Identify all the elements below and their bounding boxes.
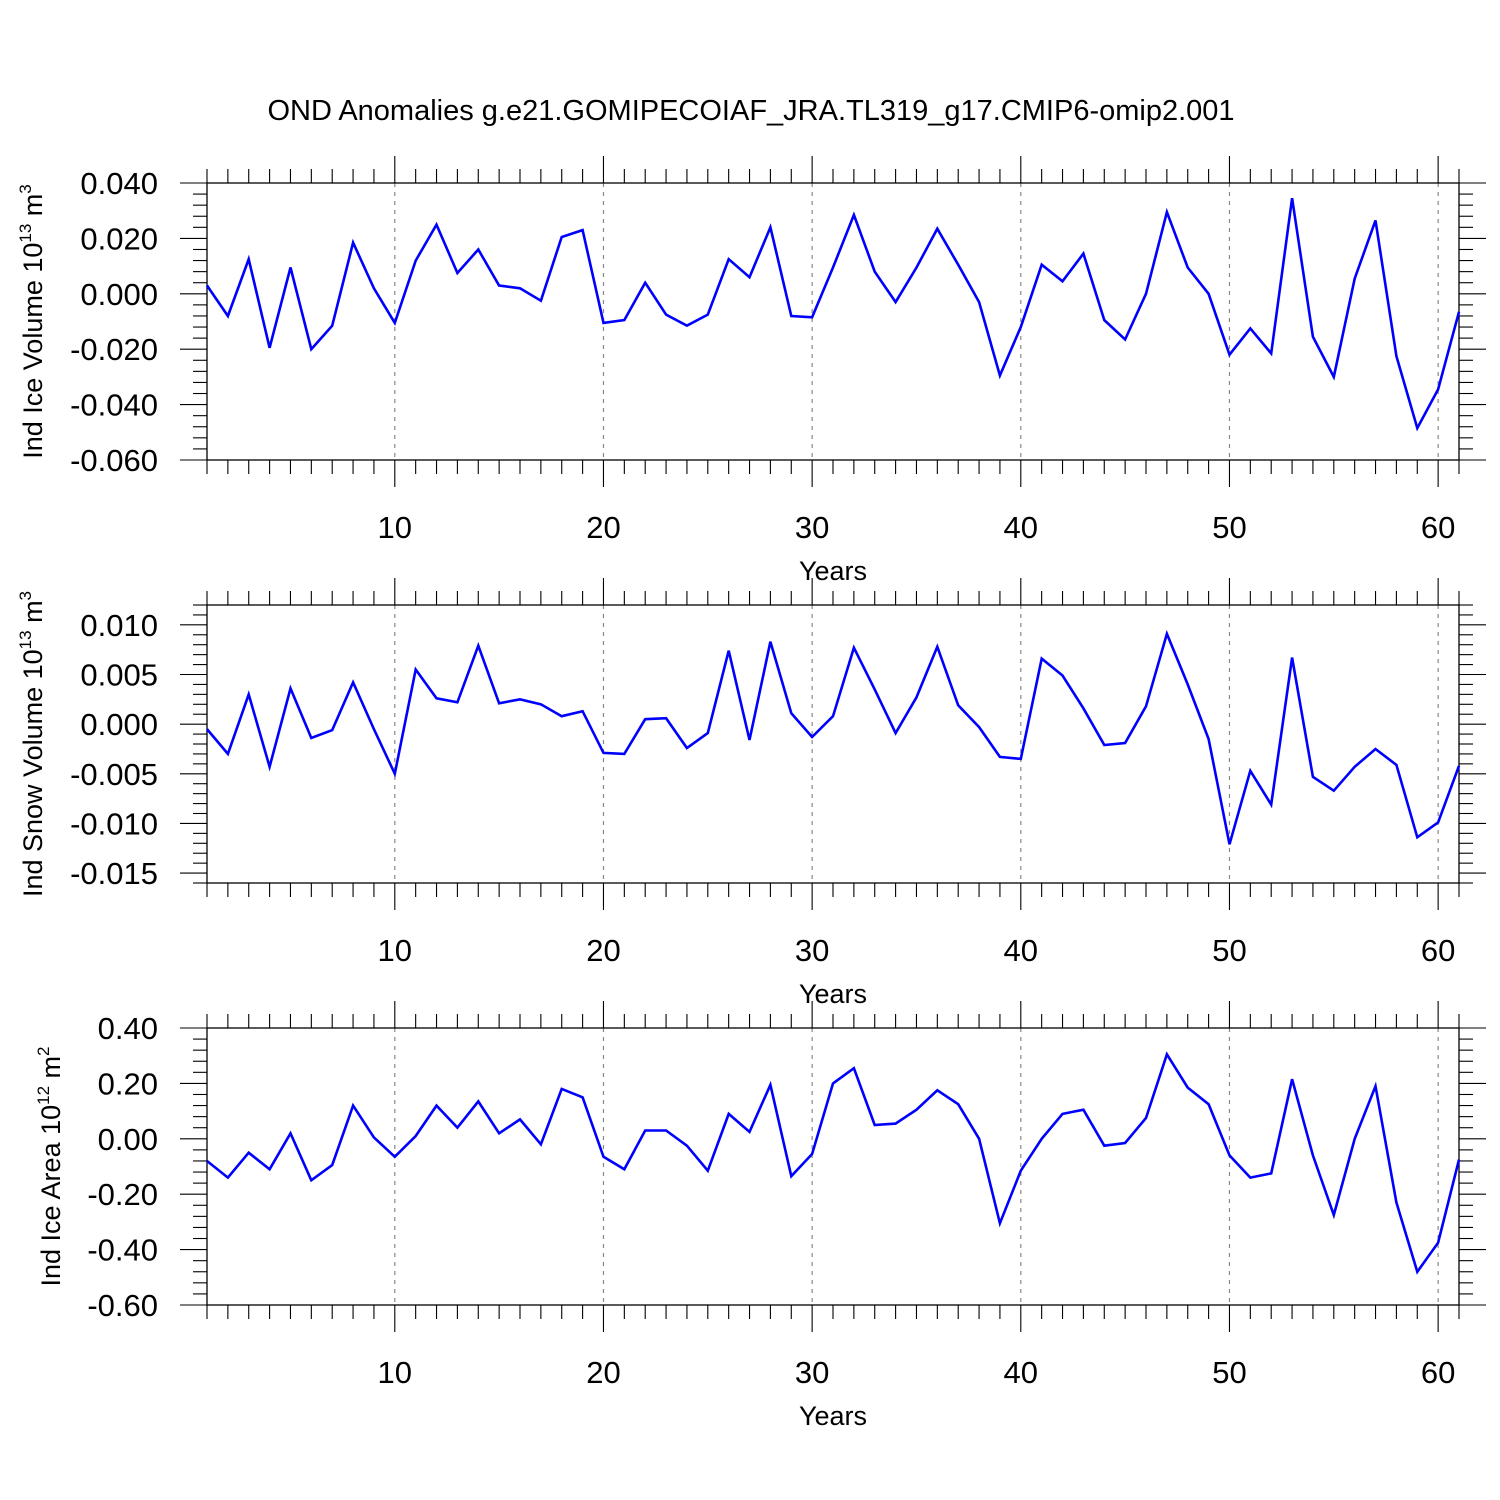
y-tick-label: 0.020	[80, 221, 158, 256]
x-tick-label: 30	[795, 933, 829, 968]
y-tick-label: -0.60	[87, 1288, 158, 1323]
x-tick-label: 20	[586, 933, 620, 968]
y-tick-label: -0.40	[87, 1233, 158, 1268]
x-tick-label: 50	[1212, 1355, 1246, 1390]
x-tick-label: 30	[795, 510, 829, 545]
x-tick-label: 40	[1004, 1355, 1038, 1390]
x-axis-label: Years	[799, 556, 867, 586]
x-tick-label: 10	[378, 933, 412, 968]
series-line	[206, 1051, 1461, 1275]
chart-title: OND Anomalies g.e21.GOMIPECOIAF_JRA.TL31…	[267, 95, 1234, 127]
x-tick-label: 50	[1212, 510, 1246, 545]
y-tick-label: -0.20	[87, 1177, 158, 1212]
y-tick-label: 0.005	[80, 658, 158, 693]
x-tick-label: 30	[795, 1355, 829, 1390]
x-tick-label: 10	[378, 510, 412, 545]
x-tick-label: 50	[1212, 933, 1246, 968]
y-tick-label: 0.000	[80, 707, 158, 742]
y-tick-label: 0.20	[98, 1066, 158, 1101]
y-axis-label: Ind Ice Area 1012 m2	[34, 1046, 66, 1286]
y-tick-label: -0.060	[70, 443, 158, 478]
y-axis-label: Ind Ice Volume 1013 m3	[16, 184, 48, 459]
x-tick-label: 10	[378, 1355, 412, 1390]
series-line	[205, 198, 1461, 432]
x-tick-label: 60	[1421, 510, 1455, 545]
y-tick-label: 0.000	[80, 277, 158, 312]
x-tick-label: 20	[586, 510, 620, 545]
y-tick-label: 0.040	[80, 166, 158, 201]
x-tick-label: 40	[1004, 933, 1038, 968]
y-tick-label: 0.40	[98, 1011, 158, 1046]
y-axis-label: Ind Snow Volume 1013 m3	[16, 591, 48, 897]
y-tick-label: -0.010	[70, 806, 158, 841]
y-tick-label: -0.040	[70, 388, 158, 423]
y-tick-label: 0.010	[80, 608, 158, 643]
panel-snow-volume: 10 20 30 40 50 60 Years -0.015 -0.010 -0.005 0.000…	[16, 578, 1486, 1009]
panel-ice-area: 10 20 30 40 50 60 Years -0.60 -0.40 -0.20 0.00 0.20…	[34, 1001, 1486, 1431]
x-tick-label: 60	[1421, 1355, 1455, 1390]
x-tick-label: 20	[586, 1355, 620, 1390]
x-axis-label: Years	[799, 1401, 867, 1431]
series-line	[206, 629, 1461, 845]
y-tick-label: 0.00	[98, 1122, 158, 1157]
x-axis-label: Years	[799, 979, 867, 1009]
panel-ice-volume: 10 20 30 40 50 60 Years -0.060 -0.040 -0.020 0.000…	[16, 156, 1486, 586]
y-tick-label: -0.020	[70, 332, 158, 367]
x-tick-label: 40	[1004, 510, 1038, 545]
y-tick-label: -0.015	[70, 856, 158, 891]
y-tick-label: -0.005	[70, 757, 158, 792]
x-tick-label: 60	[1421, 933, 1455, 968]
